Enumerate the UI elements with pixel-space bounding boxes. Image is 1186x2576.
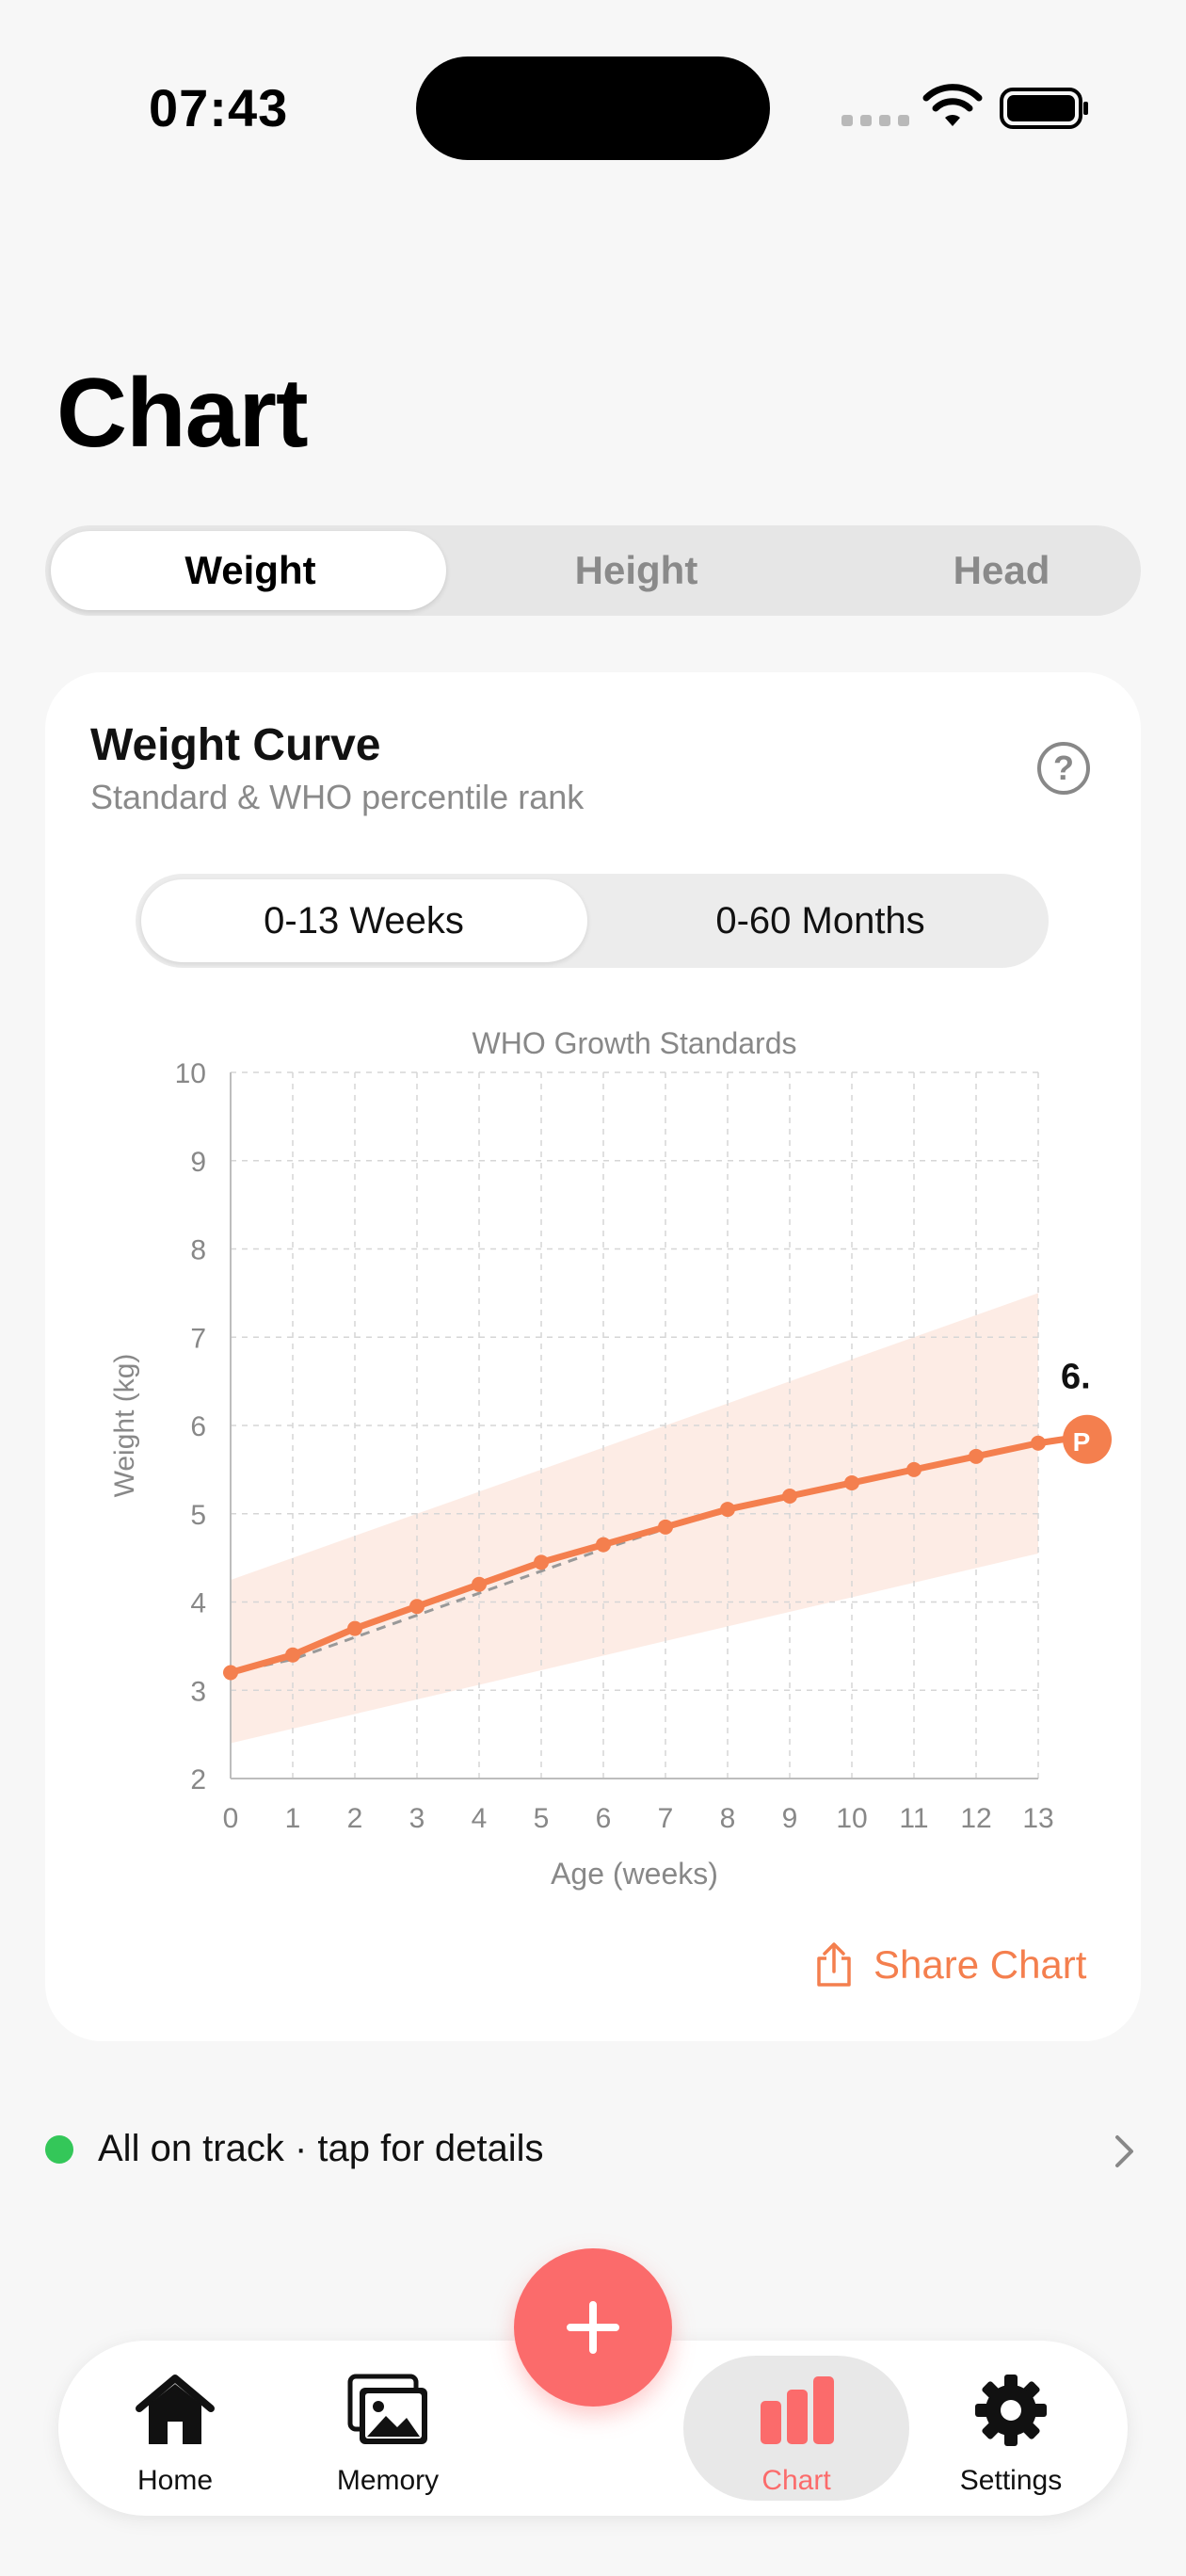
y-tick-label: 4 (190, 1588, 206, 1619)
y-tick-label: 6 (190, 1411, 206, 1442)
x-tick-label: 4 (472, 1803, 488, 1834)
x-tick-label: 0 (223, 1803, 239, 1834)
x-tick-label: 10 (836, 1803, 867, 1834)
weight-line (227, 1440, 1042, 1676)
tracking-status-row[interactable]: All on track · tap for details (45, 2126, 1141, 2173)
help-icon[interactable]: ? (1037, 742, 1090, 795)
wifi-icon (922, 84, 983, 126)
add-entry-button[interactable] (514, 2248, 672, 2407)
x-tick-label: 5 (534, 1803, 550, 1834)
y-tick-label: 8 (190, 1235, 206, 1266)
weight-data-point (720, 1502, 735, 1518)
cellular-signal-icon (841, 115, 909, 126)
weight-data-point (223, 1665, 238, 1681)
tab-bar: Home Memory Chart (58, 2341, 1128, 2516)
y-tick-label: 5 (190, 1500, 206, 1531)
share-chart-label: Share Chart (873, 1942, 1087, 1987)
x-tick-label: 3 (409, 1803, 425, 1834)
bar-chart-icon (761, 2376, 834, 2444)
x-tick-label: 9 (782, 1803, 798, 1834)
current-point-badge-text: P (1073, 1427, 1091, 1457)
x-tick-label: 7 (658, 1803, 674, 1834)
range-tab-0-60-months[interactable]: 0-60 Months (715, 900, 925, 942)
x-tick-label: 11 (899, 1803, 928, 1834)
x-tick-label: 8 (720, 1803, 736, 1834)
share-icon (817, 1942, 851, 1987)
weight-data-point (969, 1448, 984, 1464)
share-chart-button[interactable]: Share Chart (813, 1941, 1086, 1988)
tab-weight[interactable]: Weight (184, 548, 316, 592)
current-point-badge (1063, 1414, 1112, 1464)
tab-bar-memory[interactable]: Memory (294, 2341, 482, 2516)
tab-bar-home[interactable]: Home (81, 2341, 269, 2516)
weight-data-point (409, 1599, 425, 1615)
weight-data-point (347, 1620, 362, 1636)
tab-bar-home-label: Home (136, 2465, 214, 2496)
dynamic-island (416, 56, 770, 160)
status-dot-icon (45, 2135, 73, 2164)
y-tick-label: 3 (190, 1676, 206, 1707)
weight-data-point (782, 1489, 797, 1504)
selected-range-indicator (141, 879, 587, 962)
battery-icon (1000, 88, 1088, 129)
page-title: Chart (56, 359, 309, 468)
chevron-right-icon (1115, 2135, 1133, 2167)
y-tick-label: 7 (190, 1323, 206, 1354)
chart-title: WHO Growth Standards (473, 1026, 797, 1060)
current-value-label: 6. (1061, 1357, 1091, 1396)
weight-data-point (596, 1537, 611, 1553)
tab-bar-settings[interactable]: Settings (917, 2341, 1105, 2516)
metric-segmented-control: Weight Height Head (45, 525, 1141, 616)
weight-curve-card: Weight Curve Standard & WHO percentile r… (45, 672, 1141, 2041)
house-icon (136, 2375, 215, 2444)
y-tick-label: 10 (175, 1058, 206, 1089)
y-axis-label: Weight (kg) (109, 1354, 140, 1498)
card-subtitle: Standard & WHO percentile rank (90, 778, 585, 816)
x-tick-label: 12 (960, 1803, 991, 1834)
tab-height[interactable]: Height (574, 548, 698, 592)
range-tab-0-13-weeks[interactable]: 0-13 Weeks (264, 900, 464, 942)
status-text: All on track · tap for details (98, 2128, 544, 2169)
y-tick-label: 9 (190, 1147, 206, 1178)
tab-bar-chart[interactable]: Chart (683, 2356, 909, 2501)
card-title: Weight Curve (90, 720, 381, 770)
weight-data-point (658, 1519, 673, 1535)
tab-bar-memory-label: Memory (336, 2465, 440, 2496)
selected-segment-indicator (51, 531, 446, 610)
x-tick-label: 1 (285, 1803, 301, 1834)
weight-data-point (285, 1647, 300, 1663)
tab-bar-settings-label: Settings (959, 2465, 1063, 2496)
y-tick-label: 2 (190, 1764, 206, 1795)
photos-icon (347, 2374, 427, 2444)
weight-data-point (906, 1461, 922, 1477)
range-segmented-control: 0-13 Weeks 0-60 Months (136, 874, 1049, 968)
status-time: 07:43 (149, 78, 289, 137)
x-tick-label: 13 (1022, 1803, 1053, 1834)
x-axis-label: Age (weeks) (551, 1857, 718, 1891)
x-tick-label: 2 (347, 1803, 363, 1834)
gear-icon (975, 2375, 1047, 2446)
weight-data-point (534, 1554, 549, 1570)
weight-data-point (472, 1576, 487, 1592)
tab-head[interactable]: Head (953, 548, 1050, 592)
x-tick-label: 6 (596, 1803, 612, 1834)
plus-icon (567, 2301, 619, 2354)
weight-data-point (844, 1474, 859, 1490)
tab-bar-chart-label: Chart (761, 2465, 831, 2496)
percentile-band (231, 1293, 1038, 1744)
